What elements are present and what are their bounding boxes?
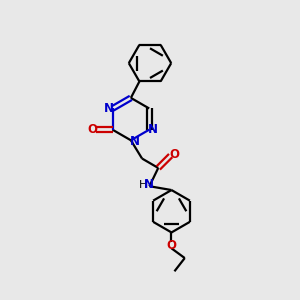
Text: N: N xyxy=(144,178,154,191)
Text: N: N xyxy=(104,102,114,115)
Text: N: N xyxy=(148,123,158,136)
Text: H: H xyxy=(139,180,147,190)
Text: N: N xyxy=(130,135,140,148)
Text: O: O xyxy=(169,148,179,160)
Text: O: O xyxy=(167,239,176,252)
Text: O: O xyxy=(87,123,97,136)
